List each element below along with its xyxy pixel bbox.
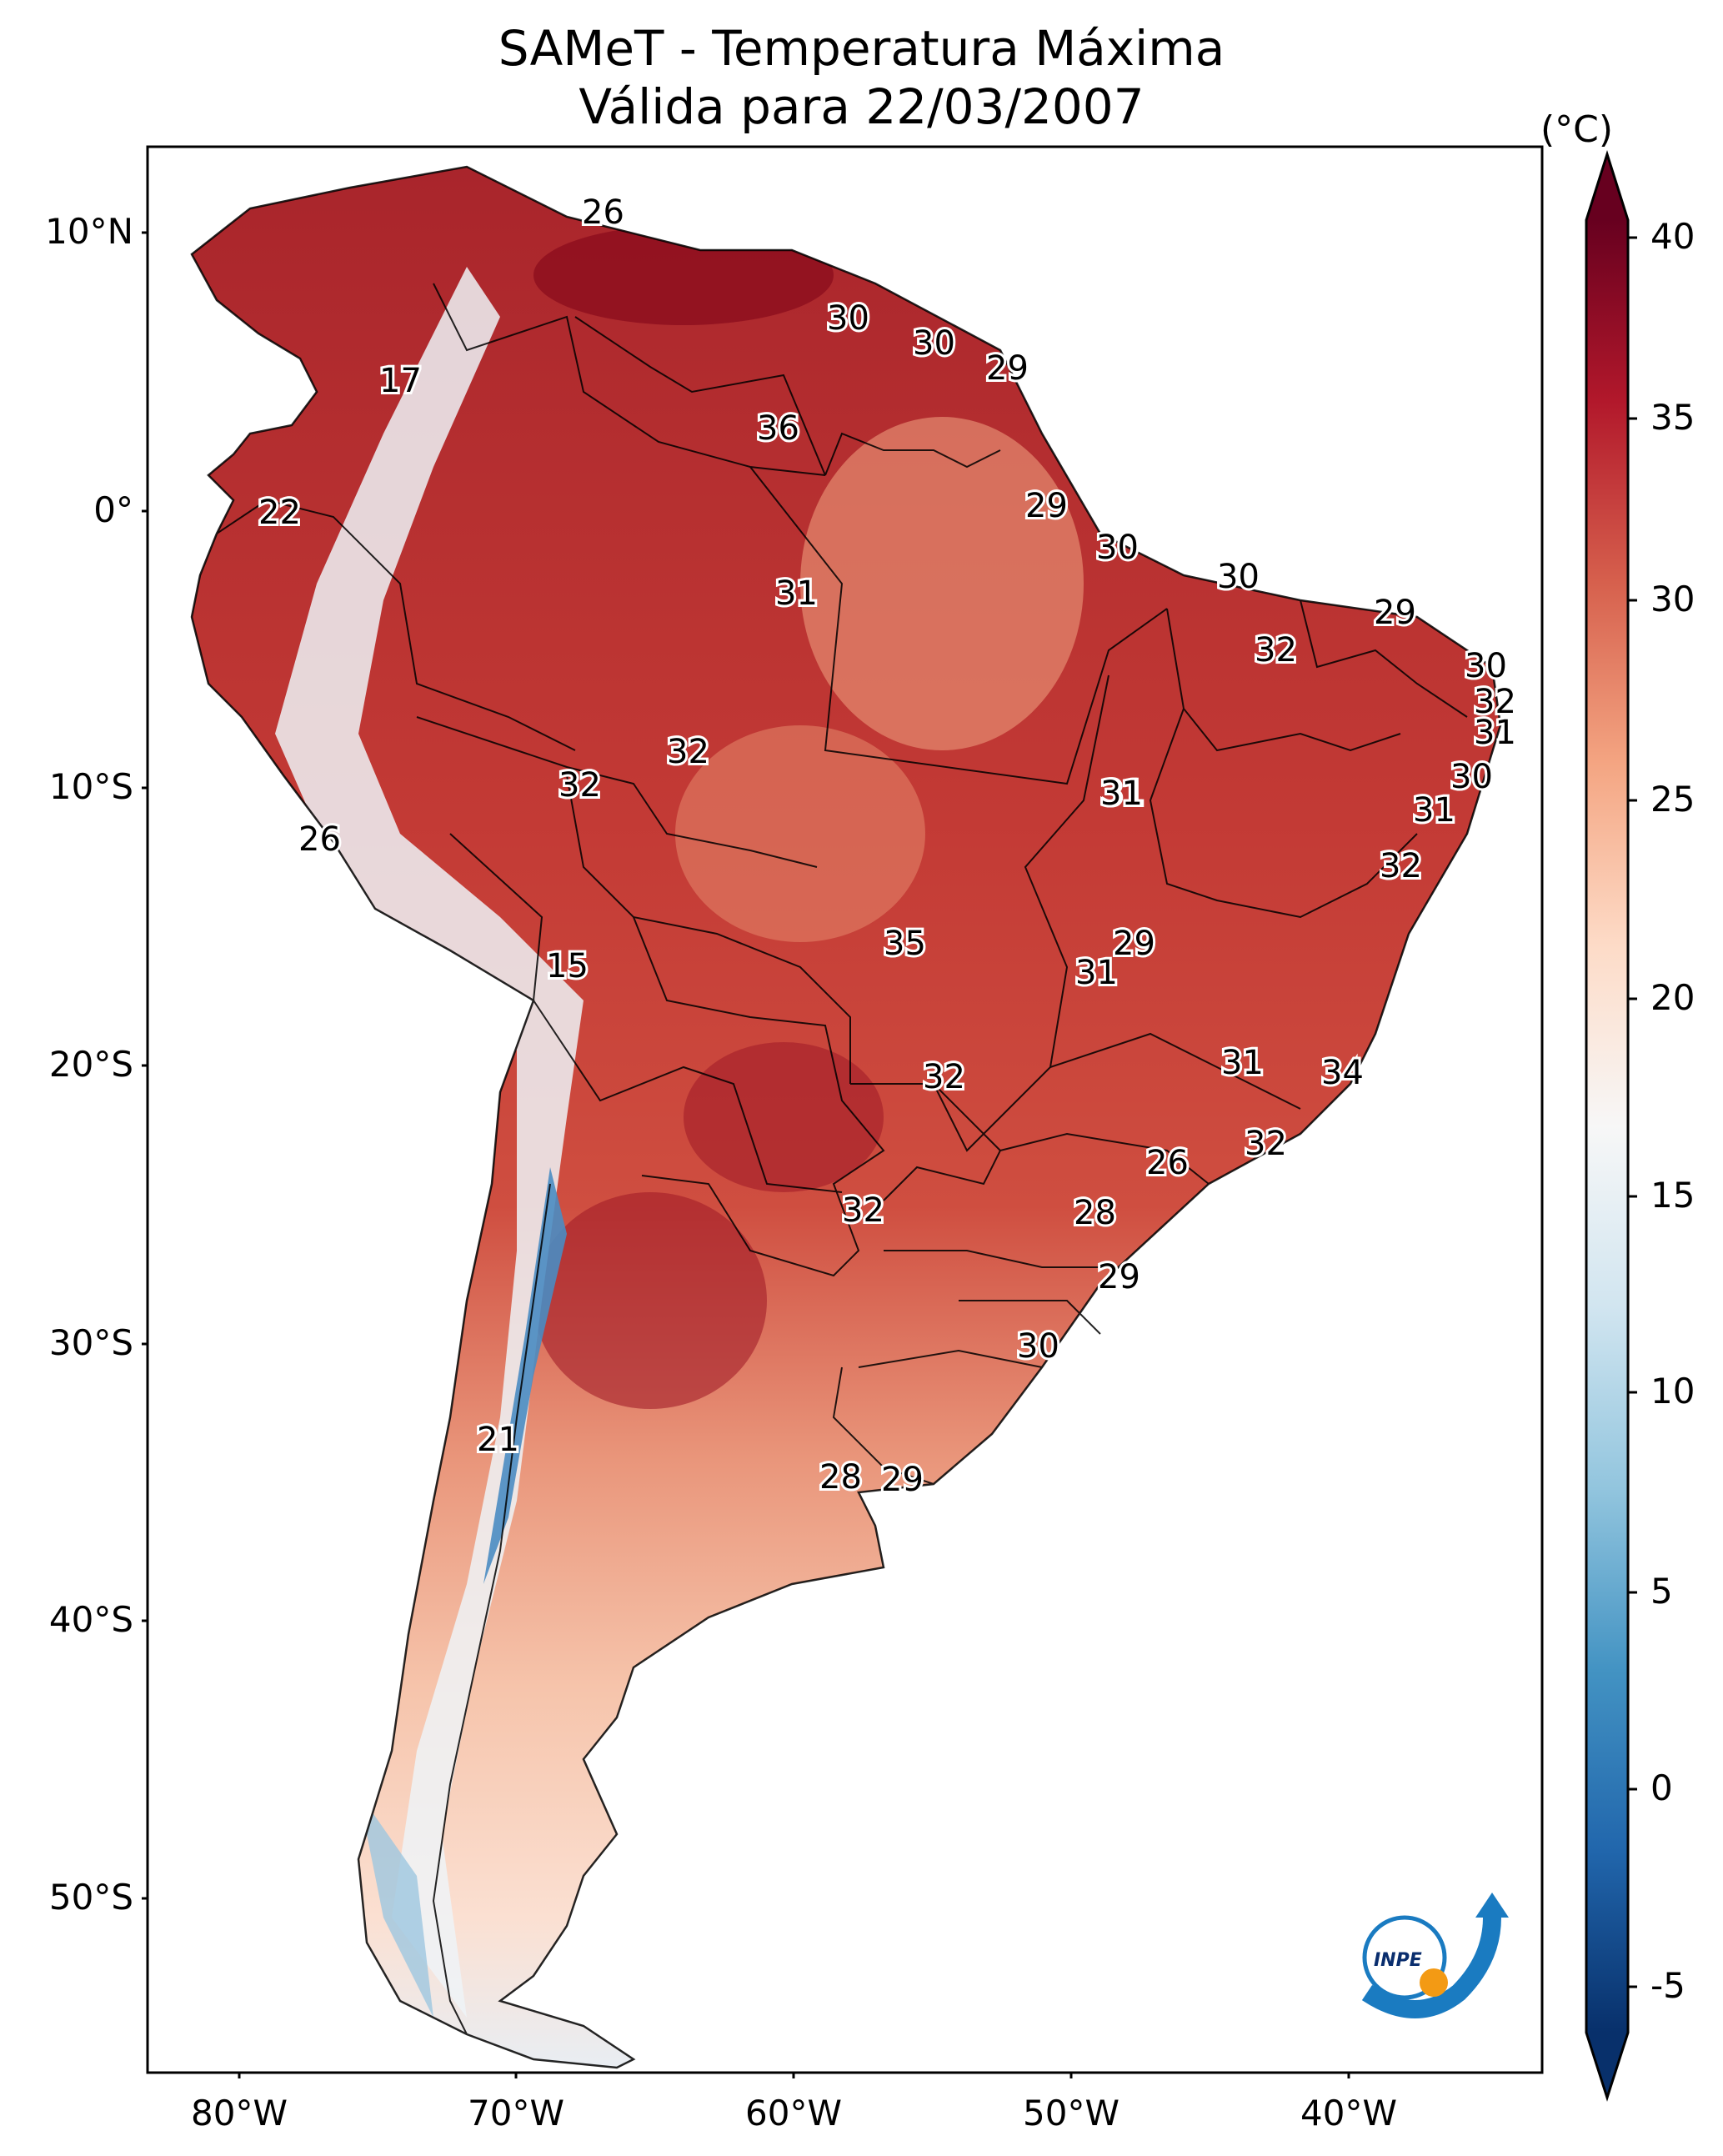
colorbar-tick-label: 0 xyxy=(1650,1767,1673,1808)
temp-label: 30 xyxy=(1217,558,1260,596)
lon-label: 40°W xyxy=(1300,2093,1397,2133)
temp-label: 21 xyxy=(477,1421,519,1459)
lon-label: 80°W xyxy=(191,2093,288,2133)
temp-label: 31 xyxy=(1102,775,1144,813)
colorbar-tick-label: 10 xyxy=(1650,1371,1695,1411)
colorbar-tick-label: -5 xyxy=(1650,1965,1685,2006)
lon-label: 60°W xyxy=(745,2093,842,2133)
temp-label: 32 xyxy=(1474,683,1516,721)
temp-label: 29 xyxy=(1374,594,1416,632)
axis-ticks xyxy=(142,231,1350,2078)
lat-label: 0° xyxy=(93,489,133,530)
temp-label: 28 xyxy=(1074,1194,1116,1232)
temp-label: 35 xyxy=(884,925,926,963)
temp-label: 30 xyxy=(1017,1327,1059,1366)
lat-label: 10°N xyxy=(45,211,133,252)
temp-label: 30 xyxy=(913,324,955,363)
lat-label: 10°S xyxy=(48,766,133,807)
temp-label: 31 xyxy=(1100,775,1143,813)
inpe-logo-text: INPE xyxy=(1374,1950,1422,1971)
temp-label: 34 xyxy=(1321,1054,1364,1092)
map-subtitle: Válida para 22/03/2007 xyxy=(579,78,1144,135)
temp-label: 32 xyxy=(1245,1125,1287,1163)
temp-label: 30 xyxy=(1465,647,1507,685)
temp-label: 32 xyxy=(923,1058,965,1096)
temp-label: 31 xyxy=(775,574,818,613)
temp-label: 29 xyxy=(1025,487,1068,525)
lon-label: 50°W xyxy=(1023,2093,1119,2133)
lon-label: 70°W xyxy=(468,2093,564,2133)
temp-label: 36 xyxy=(757,409,799,448)
colorbar-tick-label: 30 xyxy=(1650,579,1695,619)
temp-label: 32 xyxy=(667,733,709,771)
temp-label: 26 xyxy=(1146,1144,1189,1182)
lat-label: 40°S xyxy=(48,1599,133,1640)
temp-label: 26 xyxy=(298,820,341,859)
temp-label: 31 xyxy=(1474,714,1516,752)
temp-label: 32 xyxy=(1380,847,1422,885)
colorbar-tick-label: 25 xyxy=(1650,779,1695,820)
colorbar-ticks xyxy=(1628,236,1637,1988)
temp-label: 30 xyxy=(827,299,869,338)
temp-label: 32 xyxy=(842,1191,884,1230)
colorbar-unit: (°C) xyxy=(1540,108,1614,151)
temp-label: 28 xyxy=(819,1458,862,1497)
temp-label: 32 xyxy=(1255,631,1297,669)
temp-label: 30 xyxy=(1450,758,1493,796)
temp-label: 29 xyxy=(881,1461,924,1499)
inpe-logo: INPE xyxy=(1361,1893,1509,2018)
temp-label: 31 xyxy=(1221,1044,1264,1082)
colorbar-tick-label: 15 xyxy=(1650,1175,1695,1216)
colorbar-tick-label: 35 xyxy=(1650,397,1695,438)
political-borders xyxy=(190,165,1502,2069)
temp-label: 32 xyxy=(558,766,601,805)
lat-label: 30°S xyxy=(48,1322,133,1363)
temp-label: 31 xyxy=(1075,954,1118,992)
temp-label: 29 xyxy=(1098,1258,1140,1296)
temp-label: 29 xyxy=(986,349,1029,388)
temperature-labels: 26 17 30 30 29 36 22 29 30 31 30 29 32 3… xyxy=(256,191,1519,1502)
temp-label: 17 xyxy=(379,362,422,400)
colorbar-tick-label: 40 xyxy=(1650,216,1695,257)
colorbar xyxy=(1585,150,1630,2102)
temp-label: 26 xyxy=(582,193,624,232)
temp-label: 31 xyxy=(1413,791,1455,830)
colorbar-tick-label: 20 xyxy=(1650,977,1695,1018)
temp-label: 29 xyxy=(1113,925,1155,963)
lat-label: 20°S xyxy=(48,1044,133,1085)
temp-label: 22 xyxy=(258,494,301,532)
colorbar-tick-label: 5 xyxy=(1650,1571,1673,1612)
temp-label: 15 xyxy=(546,947,589,985)
lat-label: 50°S xyxy=(48,1877,133,1918)
map-title: SAMeT - Temperatura Máxima xyxy=(498,20,1225,77)
temp-label: 30 xyxy=(1096,529,1139,567)
